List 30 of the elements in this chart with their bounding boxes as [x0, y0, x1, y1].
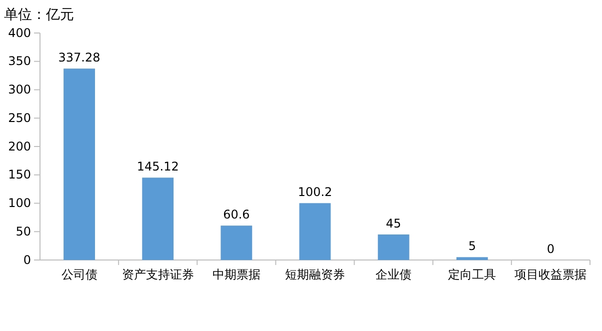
y-tick-label: 50 — [16, 224, 31, 238]
data-label: 5 — [468, 239, 476, 254]
x-tick-label: 公司债 — [61, 268, 98, 282]
x-tick-label: 短期融资券 — [285, 268, 345, 282]
x-tick-label: 项目收益票据 — [514, 268, 587, 282]
data-label: 337.28 — [58, 50, 100, 65]
x-tick-label: 企业债 — [376, 268, 412, 282]
bar — [220, 226, 252, 260]
y-tick-label: 200 — [8, 139, 31, 154]
bar — [299, 203, 331, 260]
y-tick-label: 350 — [8, 54, 31, 68]
bar — [378, 234, 410, 260]
y-tick-label: 250 — [8, 110, 31, 125]
y-tick-label: 0 — [23, 252, 31, 267]
bar — [64, 68, 95, 260]
bar — [456, 257, 488, 260]
y-tick-label: 400 — [8, 26, 31, 40]
y-tick-label: 150 — [8, 168, 31, 182]
y-tick-label: 300 — [8, 82, 31, 97]
data-label: 0 — [546, 242, 555, 256]
y-tick-label: 100 — [8, 196, 31, 210]
x-tick-label: 资产支持证券 — [122, 268, 194, 282]
x-tick-label: 中期票据 — [212, 268, 260, 282]
bar — [142, 178, 174, 260]
data-label: 60.6 — [223, 208, 250, 222]
y-axis-title: 单位：亿元 — [4, 7, 74, 23]
x-tick-label: 定向工具 — [448, 268, 496, 282]
data-label: 45 — [386, 216, 402, 230]
data-label: 145.12 — [136, 160, 179, 174]
data-label: 100.2 — [298, 185, 332, 200]
